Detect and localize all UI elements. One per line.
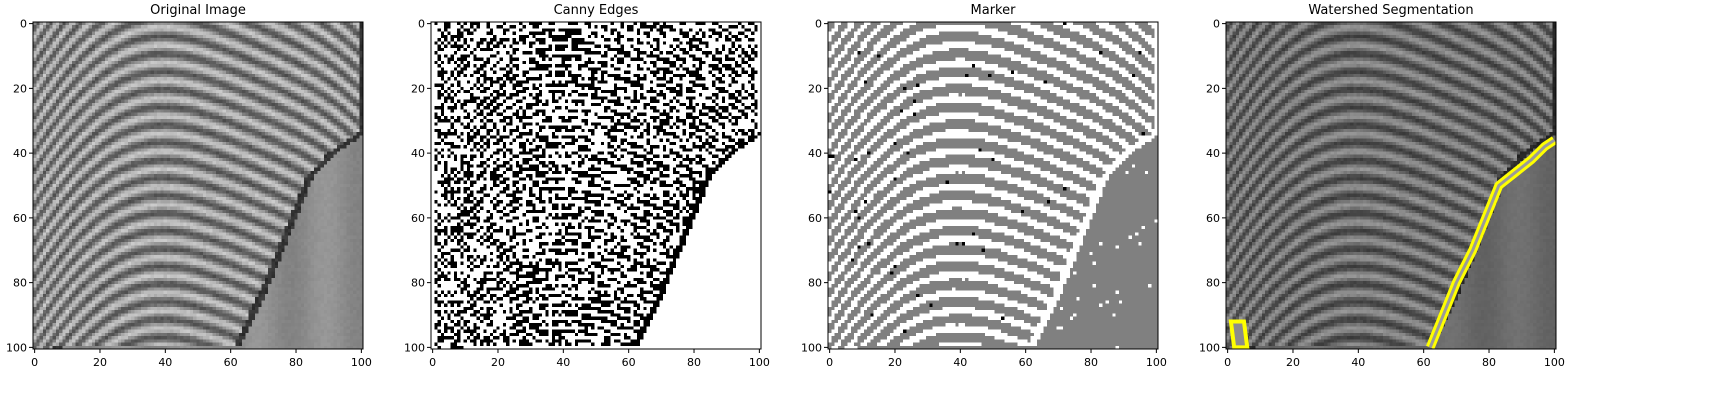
y-tick-label: 80 bbox=[1206, 277, 1220, 290]
y-tick-label: 80 bbox=[13, 277, 27, 290]
y-tick-label: 80 bbox=[808, 277, 822, 290]
y-tick-label: 100 bbox=[6, 341, 27, 354]
x-tick-label: 60 bbox=[1417, 356, 1431, 369]
x-tick-label: 100 bbox=[749, 356, 770, 369]
x-tick-label: 100 bbox=[351, 356, 372, 369]
y-tick-label: 60 bbox=[13, 212, 27, 225]
y-tick-label: 0 bbox=[1213, 18, 1220, 31]
x-tick-label: 60 bbox=[1019, 356, 1033, 369]
x-tick-label: 80 bbox=[1084, 356, 1098, 369]
image-raster bbox=[1226, 22, 1556, 349]
y-tick-label: 20 bbox=[411, 82, 425, 95]
x-tick-label: 20 bbox=[491, 356, 505, 369]
y-tick-label: 40 bbox=[1206, 147, 1220, 160]
watershed-boundary-core bbox=[1428, 138, 1556, 348]
y-tick-label: 60 bbox=[411, 212, 425, 225]
panel-title: Original Image bbox=[150, 3, 246, 18]
axes-frame bbox=[827, 21, 1159, 350]
image-raster bbox=[828, 22, 1158, 349]
x-tick-label: 20 bbox=[888, 356, 902, 369]
panel-1: Original Image 0 20 40 60 80 100 0 20 40 60 80 100 bbox=[6, 3, 372, 369]
panel-title: Marker bbox=[971, 3, 1017, 18]
y-tick-label: 100 bbox=[404, 341, 425, 354]
x-tick-label: 80 bbox=[289, 356, 303, 369]
image-raster bbox=[431, 22, 761, 349]
x-tick-label: 20 bbox=[1286, 356, 1300, 369]
x-tick-label: 20 bbox=[93, 356, 107, 369]
y-tick-label: 60 bbox=[1206, 212, 1220, 225]
x-tick-label: 80 bbox=[687, 356, 701, 369]
y-tick-label: 100 bbox=[801, 341, 822, 354]
x-tick-label: 60 bbox=[622, 356, 636, 369]
image-raster bbox=[33, 22, 363, 349]
x-tick-label: 40 bbox=[1351, 356, 1365, 369]
y-tick-label: 0 bbox=[815, 18, 822, 31]
y-tick-label: 0 bbox=[20, 18, 27, 31]
y-tick-label: 40 bbox=[13, 147, 27, 160]
watershed-small-region bbox=[1228, 319, 1250, 350]
axes-frame bbox=[430, 21, 762, 350]
x-tick-label: 0 bbox=[31, 356, 38, 369]
panel-3: Marker 0 20 40 60 80 100 0 20 40 60 80 100 bbox=[801, 3, 1167, 369]
y-tick-label: 0 bbox=[418, 18, 425, 31]
panel-title: Watershed Segmentation bbox=[1308, 3, 1473, 18]
y-tick-label: 80 bbox=[411, 277, 425, 290]
axes-frame bbox=[32, 21, 364, 350]
x-tick-label: 0 bbox=[429, 356, 436, 369]
y-tick-label: 40 bbox=[411, 147, 425, 160]
x-tick-label: 40 bbox=[556, 356, 570, 369]
x-tick-label: 0 bbox=[1224, 356, 1231, 369]
x-tick-label: 0 bbox=[826, 356, 833, 369]
panel-2: Canny Edges 0 20 40 60 80 100 0 20 40 60 80 100 bbox=[404, 3, 770, 369]
x-tick-label: 80 bbox=[1482, 356, 1496, 369]
y-tick-label: 20 bbox=[1206, 82, 1220, 95]
x-tick-label: 40 bbox=[953, 356, 967, 369]
y-tick-label: 20 bbox=[808, 82, 822, 95]
axes-frame bbox=[1225, 21, 1557, 350]
x-tick-label: 100 bbox=[1146, 356, 1167, 369]
y-tick-label: 20 bbox=[13, 82, 27, 95]
y-tick-label: 60 bbox=[808, 212, 822, 225]
x-tick-label: 100 bbox=[1544, 356, 1565, 369]
x-tick-label: 60 bbox=[224, 356, 238, 369]
panel-4: Watershed Segmentation 0 20 40 60 80 100 0 20 40 6… bbox=[1199, 3, 1565, 369]
y-tick-label: 40 bbox=[808, 147, 822, 160]
y-tick-label: 100 bbox=[1199, 341, 1220, 354]
panel-title: Canny Edges bbox=[554, 3, 639, 18]
x-tick-label: 40 bbox=[158, 356, 172, 369]
